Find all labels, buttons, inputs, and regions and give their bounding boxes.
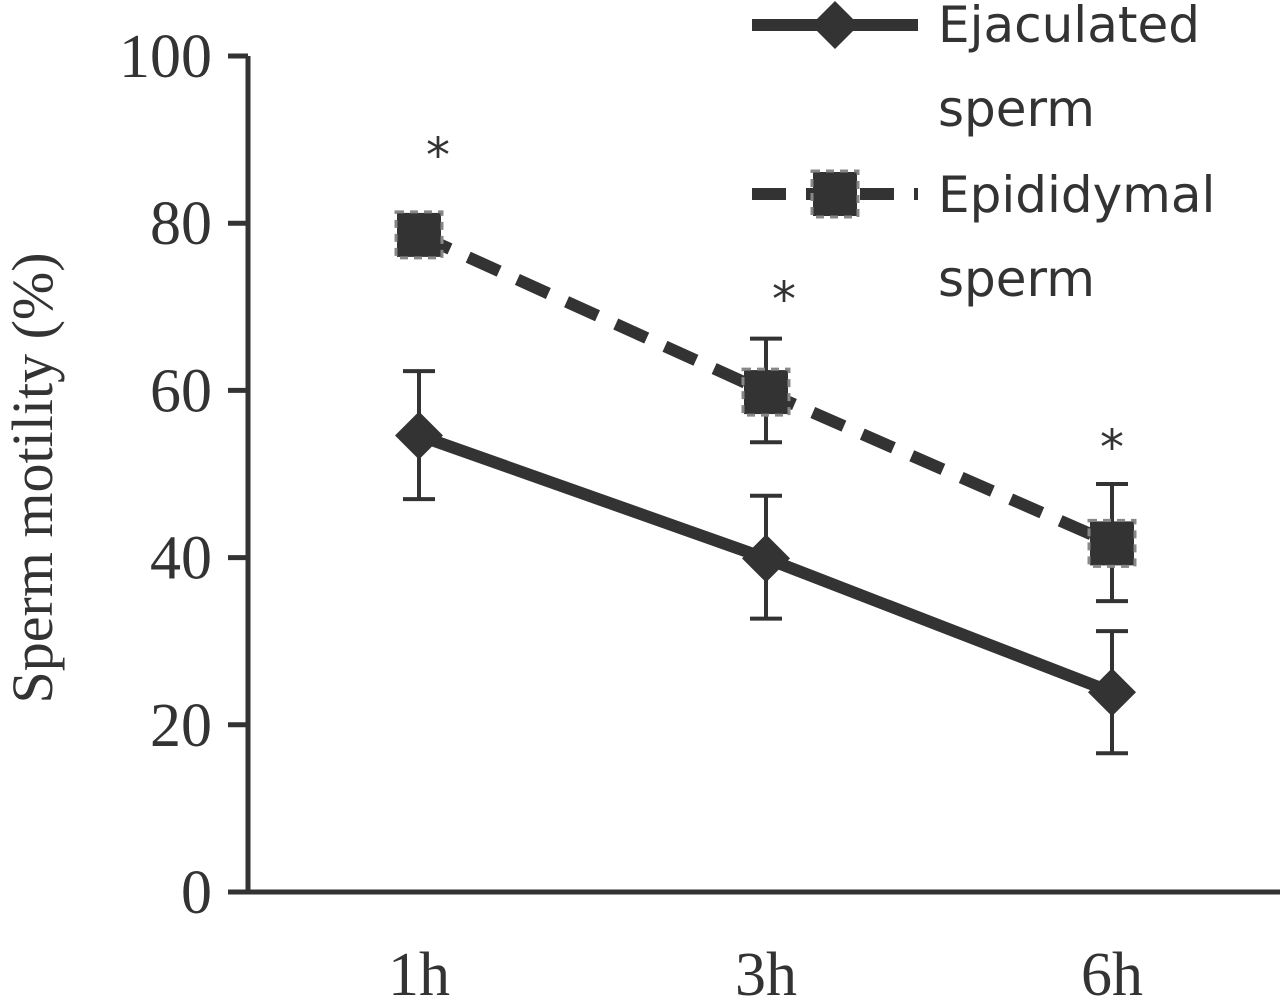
legend-marker-ejaculated	[811, 1, 859, 49]
y-tick-label: 20	[150, 692, 212, 760]
marker-outline	[1087, 518, 1137, 568]
legend-label-epididymal: sperm	[938, 250, 1095, 308]
epididymal-point	[1090, 521, 1134, 566]
x-tick-label: 3h	[735, 941, 797, 998]
ejaculated-point	[1088, 668, 1136, 717]
epididymal-point	[744, 370, 788, 415]
y-tick-label: 40	[150, 525, 212, 593]
ejaculated-point	[742, 534, 790, 583]
significance-star: *	[426, 128, 450, 184]
ejaculated-point	[395, 411, 443, 460]
legend-marker-epididymal	[813, 172, 857, 216]
legend-label-ejaculated: Ejaculated	[938, 0, 1200, 54]
x-tick-label: 1h	[388, 941, 450, 998]
legend-label-epididymal: Epididymal	[938, 166, 1215, 224]
legend-label-ejaculated: sperm	[938, 80, 1095, 138]
y-axis-title: Sperm motility (%)	[0, 252, 65, 703]
y-tick-label: 100	[119, 23, 212, 91]
y-tick-label: 60	[150, 357, 212, 425]
significance-star: *	[1100, 420, 1124, 476]
y-tick-label: 0	[181, 859, 212, 927]
y-axis-ticks: 0 20 40 60 80 100	[119, 23, 248, 927]
marker-outline	[741, 367, 791, 417]
axes	[228, 56, 1280, 895]
y-tick-label: 80	[150, 190, 212, 258]
epididymal-point	[397, 212, 441, 257]
x-tick-label: 6h	[1081, 941, 1143, 998]
marker-outline	[810, 169, 860, 219]
legend: Ejaculated sperm Epididymal sperm	[752, 0, 1215, 308]
significance-marks: * * *	[426, 128, 1124, 476]
marker-outline	[394, 210, 444, 260]
series-layer	[394, 210, 1137, 756]
significance-star: *	[772, 272, 796, 328]
x-axis-ticks: 1h 3h 6h	[388, 941, 1143, 998]
